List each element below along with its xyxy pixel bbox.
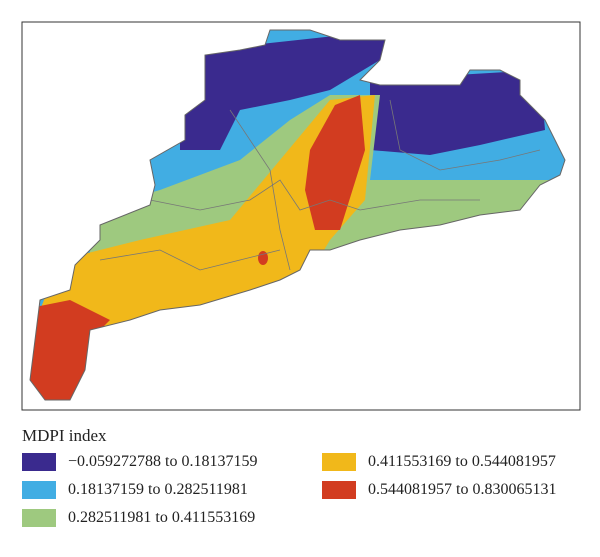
region-fill xyxy=(370,70,545,155)
legend-swatch xyxy=(22,481,56,499)
legend-label: 0.18137159 to 0.282511981 xyxy=(68,481,248,498)
legend-item: 0.282511981 to 0.411553169 xyxy=(22,508,322,528)
legend-swatch xyxy=(322,481,356,499)
legend-title: MDPI index xyxy=(22,426,107,445)
legend-swatch xyxy=(22,509,56,527)
region-fill xyxy=(305,95,365,230)
map xyxy=(21,21,581,411)
legend-label: 0.282511981 to 0.411553169 xyxy=(68,509,256,526)
legend-label: 0.411553169 to 0.544081957 xyxy=(368,453,556,470)
legend-item: −0.059272788 to 0.18137159 xyxy=(22,452,322,472)
legend-swatch xyxy=(22,453,56,471)
legend-item: 0.544081957 to 0.830065131 xyxy=(322,480,582,500)
legend-label: 0.544081957 to 0.830065131 xyxy=(368,481,557,498)
region-fill xyxy=(180,30,390,150)
province-outline xyxy=(29,29,566,401)
legend-item: 0.411553169 to 0.544081957 xyxy=(322,452,582,472)
legend-label: −0.059272788 to 0.18137159 xyxy=(68,453,258,470)
legend-items: −0.059272788 to 0.18137159 0.411553169 to… xyxy=(22,452,592,528)
legend-swatch xyxy=(322,453,356,471)
legend-item: 0.18137159 to 0.282511981 xyxy=(22,480,322,500)
legend: MDPI index −0.059272788 to 0.18137159 0.4… xyxy=(22,426,592,528)
